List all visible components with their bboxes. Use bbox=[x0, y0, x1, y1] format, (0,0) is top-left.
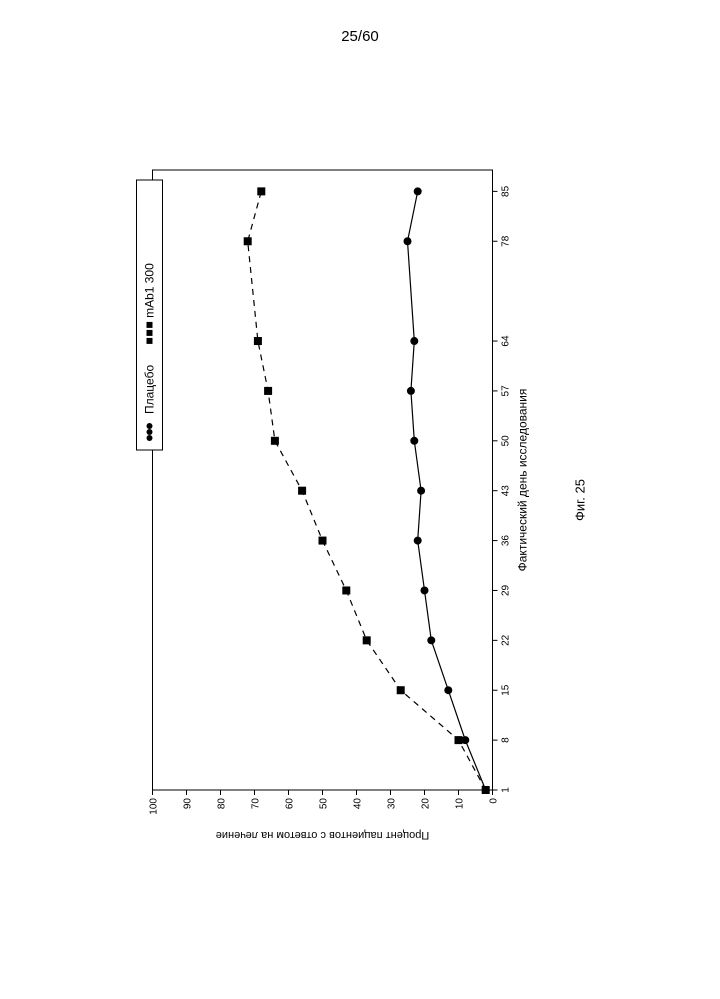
svg-text:90: 90 bbox=[183, 798, 194, 810]
page: 25/60 0 10 20 30 40 50 60 70 80 90 100 1 8 15 22 29 36 43… bbox=[0, 0, 720, 999]
svg-text:29: 29 bbox=[501, 584, 512, 596]
svg-text:80: 80 bbox=[217, 798, 228, 810]
svg-text:100: 100 bbox=[149, 798, 160, 815]
svg-text:0: 0 bbox=[489, 798, 500, 804]
svg-text:15: 15 bbox=[501, 684, 512, 696]
svg-text:1: 1 bbox=[501, 787, 512, 793]
svg-text:64: 64 bbox=[501, 335, 512, 347]
svg-text:Процент пациентов с ответом на: Процент пациентов с ответом на лечение bbox=[216, 829, 429, 841]
svg-text:70: 70 bbox=[251, 798, 262, 810]
svg-text:Плацебо: Плацебо bbox=[143, 365, 157, 414]
svg-text:50: 50 bbox=[319, 798, 330, 810]
svg-text:mAb1 300: mAb1 300 bbox=[143, 263, 157, 318]
chart-rotation-wrapper: 0 10 20 30 40 50 60 70 80 90 100 1 8 15 22 29 36 43 50 57 64… bbox=[133, 150, 588, 850]
figure-caption: Фиг. 25 bbox=[573, 150, 588, 850]
svg-text:40: 40 bbox=[353, 798, 364, 810]
svg-text:20: 20 bbox=[421, 798, 432, 810]
svg-text:36: 36 bbox=[501, 535, 512, 547]
svg-text:85: 85 bbox=[501, 185, 512, 197]
svg-text:30: 30 bbox=[387, 798, 398, 810]
page-number: 25/60 bbox=[0, 28, 720, 45]
svg-text:Фактический день исследования: Фактический день исследования bbox=[516, 389, 530, 572]
svg-text:60: 60 bbox=[285, 798, 296, 810]
svg-text:10: 10 bbox=[455, 798, 466, 810]
svg-text:57: 57 bbox=[501, 385, 512, 397]
svg-text:22: 22 bbox=[501, 634, 512, 646]
svg-text:8: 8 bbox=[501, 737, 512, 743]
svg-text:43: 43 bbox=[501, 485, 512, 497]
line-chart: 0 10 20 30 40 50 60 70 80 90 100 1 8 15 22 29 36 43 50 57 64… bbox=[133, 150, 553, 850]
svg-text:50: 50 bbox=[501, 435, 512, 447]
svg-text:78: 78 bbox=[501, 235, 512, 247]
chart-container: 0 10 20 30 40 50 60 70 80 90 100 1 8 15 22 29 36 43 50 57 64… bbox=[133, 150, 553, 850]
